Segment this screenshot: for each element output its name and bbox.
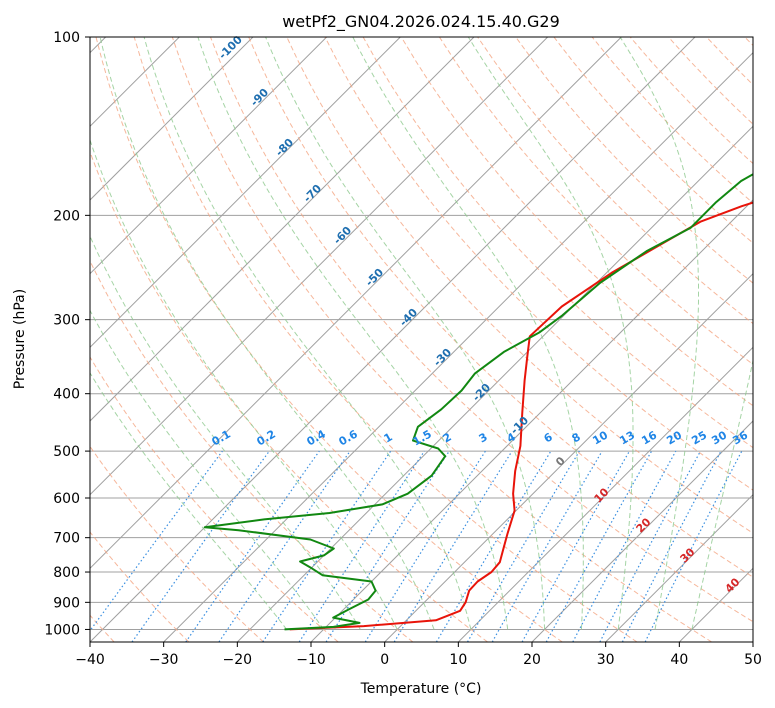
y-tick-label: 300 <box>53 313 80 329</box>
x-tick-label: 40 <box>670 652 688 668</box>
dry-adiabat-line <box>324 37 753 491</box>
dry-adiabat-line <box>210 37 753 623</box>
y-tick-label: 500 <box>53 444 80 460</box>
mixing-ratio-line <box>393 450 513 642</box>
dry-adiabat-line <box>90 531 190 642</box>
x-tick-label: −30 <box>149 652 179 668</box>
series-lines <box>203 173 753 631</box>
isotherm-line <box>531 420 753 642</box>
x-tick-label: 20 <box>523 652 541 668</box>
isotherm-line <box>457 346 753 642</box>
x-tick-label: −40 <box>75 652 105 668</box>
moist-adiabat-line <box>90 138 398 630</box>
isotherm-line <box>752 641 753 642</box>
isotherm-line <box>90 37 254 201</box>
dry-adiabat-line <box>90 259 414 642</box>
isotherm-line <box>90 37 475 422</box>
mixing-ratio-line <box>325 450 450 642</box>
moist-adiabat-line <box>265 37 546 630</box>
dry-adiabat-line <box>133 37 638 642</box>
x-axis-label: Temperature (°C) <box>360 681 482 697</box>
dry-adiabat-line <box>90 150 488 642</box>
mixing-ratio-line <box>545 450 653 642</box>
moist-adiabat-line <box>619 37 699 630</box>
dry-adiabat-line <box>515 37 753 284</box>
y-tick-label: 200 <box>53 208 80 224</box>
dry-adiabat-line <box>90 356 339 642</box>
y-tick-label: 800 <box>53 565 80 581</box>
moist-adiabat-line <box>352 37 584 630</box>
mixing-ratio-line <box>572 450 677 642</box>
y-tick-label: 600 <box>53 491 80 507</box>
y-tick-label: 700 <box>53 531 80 547</box>
mixing-ratio-line <box>90 450 223 632</box>
dewpoint-profile-line <box>203 173 753 631</box>
x-axis: −40 −30 −20 −10 0 10 20 30 40 50 <box>75 642 762 668</box>
y-tick-label: 400 <box>53 387 80 403</box>
moist-adiabat-line <box>90 309 324 630</box>
x-tick-label: −20 <box>223 652 253 668</box>
mixing-ratio-line <box>644 450 743 642</box>
dry-adiabat-line <box>90 445 264 642</box>
y-tick-label: 900 <box>53 595 80 611</box>
isotherm-line <box>90 37 328 275</box>
dry-adiabat-line <box>171 37 712 642</box>
temperature-profile-line <box>289 201 753 631</box>
isotherm-line <box>236 125 753 642</box>
y-axis: 100 200 300 400 500 600 700 800 900 1000 <box>44 30 90 638</box>
y-axis-label: Pressure (hPa) <box>12 289 28 389</box>
y-tick-label: 1000 <box>44 622 80 638</box>
background-lines <box>90 37 753 642</box>
isotherm-line <box>163 51 753 642</box>
x-tick-label: −10 <box>296 652 326 668</box>
x-tick-label: 10 <box>449 652 467 668</box>
mixing-ratio-line <box>185 450 320 642</box>
moist-adiabat-line <box>197 37 509 630</box>
dry-adiabat-line <box>438 37 753 366</box>
plot-background <box>90 37 753 642</box>
isotherm-line <box>90 37 401 349</box>
moist-adiabat-line <box>99 37 435 630</box>
mixing-ratio-line <box>298 450 425 642</box>
dry-adiabat-line <box>95 37 563 642</box>
moist-adiabat-line <box>691 358 753 630</box>
x-tick-label: 0 <box>380 652 389 668</box>
plot-frame <box>89 36 754 643</box>
isotherm-line <box>384 272 753 642</box>
moist-adiabat-line <box>467 37 634 630</box>
mixing-ratio-line <box>218 450 351 642</box>
isotherm-line <box>605 493 753 642</box>
mixing-ratio-line <box>521 450 631 642</box>
isotherm-line <box>90 37 622 570</box>
isotherm-line <box>90 37 696 642</box>
x-tick-label: 30 <box>597 652 615 668</box>
y-tick-label: 100 <box>53 30 80 46</box>
dry-adiabat-line <box>248 37 753 578</box>
chart-title: wetPf2_GN04.2026.024.15.40.G29 <box>282 12 560 32</box>
mixing-ratio-line <box>262 450 392 642</box>
moist-adiabat-line <box>90 235 361 630</box>
moist-adiabat-line <box>143 37 472 630</box>
x-tick-label: 50 <box>744 652 762 668</box>
isotherm-line <box>90 37 549 496</box>
mixing-ratio-line <box>131 450 270 642</box>
